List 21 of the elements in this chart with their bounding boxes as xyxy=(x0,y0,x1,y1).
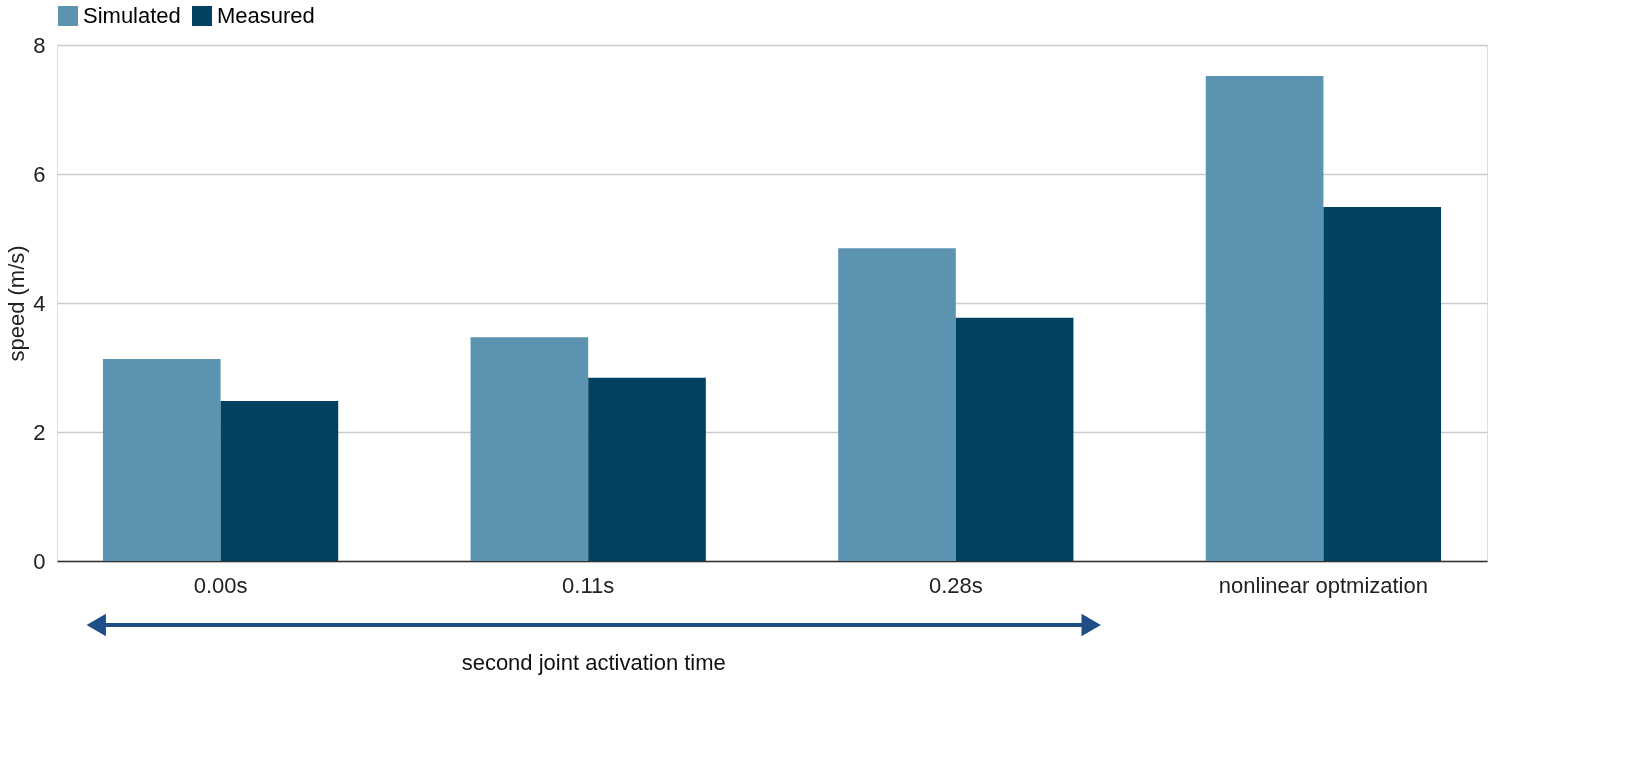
y-tick-label: 4 xyxy=(33,290,46,316)
bar xyxy=(470,337,589,561)
x-tick-label: 0.00s xyxy=(193,572,248,598)
bar xyxy=(102,359,221,561)
x-tick-label: nonlinear optmization xyxy=(1218,572,1428,598)
y-tick-label: 8 xyxy=(33,32,46,58)
bar xyxy=(955,317,1074,561)
x-tick-label: 0.28s xyxy=(928,572,983,598)
y-tick-label: 2 xyxy=(33,419,46,445)
legend-label: Measured xyxy=(217,3,315,28)
bar xyxy=(1323,206,1442,561)
bar xyxy=(588,377,706,561)
y-tick-label: 6 xyxy=(33,161,46,187)
bar xyxy=(1205,75,1324,561)
bar xyxy=(220,401,339,561)
x-tick-label: 0.11s xyxy=(562,572,615,598)
bar xyxy=(838,248,956,561)
text: second joint activation time xyxy=(461,650,726,675)
legend-label: Simulated xyxy=(83,3,181,28)
y-tick-label: 0 xyxy=(33,548,46,574)
y-axis-title: speed (m/s) xyxy=(4,245,30,362)
